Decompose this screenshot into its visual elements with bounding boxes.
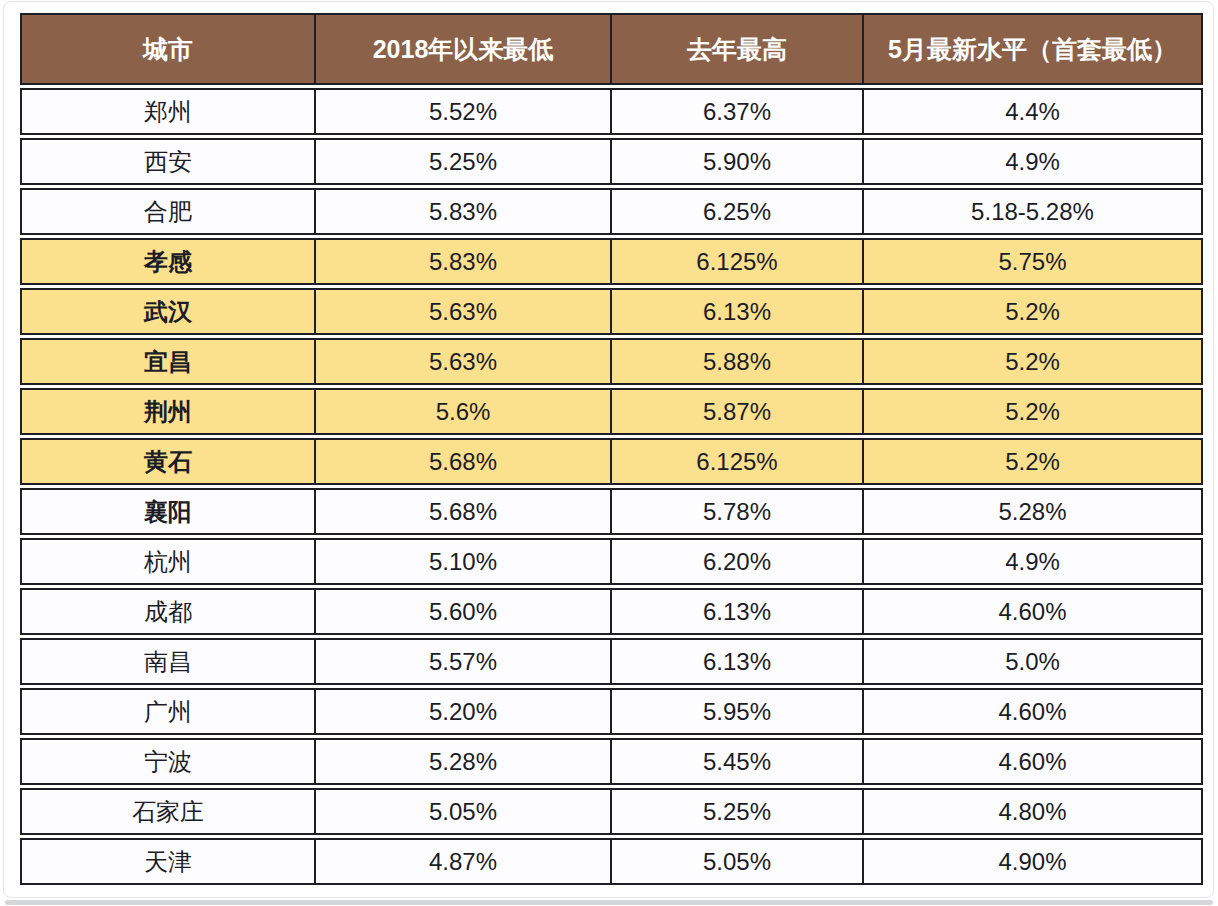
table-row: 杭州 5.10% 6.20% 4.9% xyxy=(20,538,1203,585)
cell-city: 石家庄 xyxy=(22,790,314,833)
cell-city: 荆州 xyxy=(22,390,314,433)
cell-lowest-since-2018: 5.57% xyxy=(314,640,610,683)
cell-city: 宁波 xyxy=(22,740,314,783)
table-row: 天津 4.87% 5.05% 4.90% xyxy=(20,838,1203,885)
table-row: 广州 5.20% 5.95% 4.60% xyxy=(20,688,1203,735)
cell-lowest-since-2018: 5.25% xyxy=(314,140,610,183)
cell-lowest-since-2018: 5.05% xyxy=(314,790,610,833)
cell-city: 西安 xyxy=(22,140,314,183)
table-body: 郑州 5.52% 6.37% 4.4% 西安 5.25% 5.90% 4.9% … xyxy=(20,88,1203,885)
cell-may-level: 5.75% xyxy=(862,240,1201,283)
cell-may-level: 4.60% xyxy=(862,740,1201,783)
cell-city: 成都 xyxy=(22,590,314,633)
cell-last-year-high: 5.05% xyxy=(610,840,862,883)
table-row: 合肥 5.83% 6.25% 5.18-5.28% xyxy=(20,188,1203,235)
cell-lowest-since-2018: 5.63% xyxy=(314,340,610,383)
cell-may-level: 4.60% xyxy=(862,690,1201,733)
cell-may-level: 5.2% xyxy=(862,440,1201,483)
cell-city: 杭州 xyxy=(22,540,314,583)
cell-may-level: 5.2% xyxy=(862,390,1201,433)
cell-last-year-high: 6.125% xyxy=(610,240,862,283)
cell-last-year-high: 5.25% xyxy=(610,790,862,833)
cell-city: 合肥 xyxy=(22,190,314,233)
table-row: 南昌 5.57% 6.13% 5.0% xyxy=(20,638,1203,685)
cell-lowest-since-2018: 5.20% xyxy=(314,690,610,733)
table-header-row: 城市 2018年以来最低 去年最高 5月最新水平（首套最低） xyxy=(20,13,1203,85)
table-row: 荆州 5.6% 5.87% 5.2% xyxy=(20,388,1203,435)
table-row: 宜昌 5.63% 5.88% 5.2% xyxy=(20,338,1203,385)
cell-lowest-since-2018: 5.60% xyxy=(314,590,610,633)
table-row: 宁波 5.28% 5.45% 4.60% xyxy=(20,738,1203,785)
cell-city: 武汉 xyxy=(22,290,314,333)
cell-may-level: 5.2% xyxy=(862,290,1201,333)
column-header-last-year-high: 去年最高 xyxy=(610,15,862,83)
cell-city: 襄阳 xyxy=(22,490,314,533)
cell-last-year-high: 5.45% xyxy=(610,740,862,783)
cell-city: 天津 xyxy=(22,840,314,883)
cell-may-level: 4.9% xyxy=(862,540,1201,583)
cell-lowest-since-2018: 5.10% xyxy=(314,540,610,583)
table-row: 黄石 5.68% 6.125% 5.2% xyxy=(20,438,1203,485)
cell-lowest-since-2018: 5.63% xyxy=(314,290,610,333)
cell-lowest-since-2018: 5.83% xyxy=(314,190,610,233)
bottom-divider xyxy=(5,900,1213,905)
cell-may-level: 5.18-5.28% xyxy=(862,190,1201,233)
column-header-lowest-since-2018: 2018年以来最低 xyxy=(314,15,610,83)
cell-city: 宜昌 xyxy=(22,340,314,383)
cell-last-year-high: 5.87% xyxy=(610,390,862,433)
table-row: 西安 5.25% 5.90% 4.9% xyxy=(20,138,1203,185)
cell-lowest-since-2018: 4.87% xyxy=(314,840,610,883)
cell-may-level: 4.90% xyxy=(862,840,1201,883)
mortgage-rate-table: 城市 2018年以来最低 去年最高 5月最新水平（首套最低） 郑州 5.52% … xyxy=(20,13,1203,888)
table-row: 孝感 5.83% 6.125% 5.75% xyxy=(20,238,1203,285)
table-row: 郑州 5.52% 6.37% 4.4% xyxy=(20,88,1203,135)
column-header-may-level: 5月最新水平（首套最低） xyxy=(862,15,1201,83)
cell-may-level: 4.4% xyxy=(862,90,1201,133)
cell-lowest-since-2018: 5.83% xyxy=(314,240,610,283)
cell-city: 南昌 xyxy=(22,640,314,683)
cell-last-year-high: 6.25% xyxy=(610,190,862,233)
cell-city: 郑州 xyxy=(22,90,314,133)
cell-last-year-high: 6.37% xyxy=(610,90,862,133)
cell-may-level: 5.2% xyxy=(862,340,1201,383)
cell-last-year-high: 6.13% xyxy=(610,290,862,333)
cell-may-level: 4.60% xyxy=(862,590,1201,633)
cell-last-year-high: 5.95% xyxy=(610,690,862,733)
cell-city: 黄石 xyxy=(22,440,314,483)
table-row: 石家庄 5.05% 5.25% 4.80% xyxy=(20,788,1203,835)
column-header-city: 城市 xyxy=(22,15,314,83)
cell-last-year-high: 6.125% xyxy=(610,440,862,483)
table-row: 襄阳 5.68% 5.78% 5.28% xyxy=(20,488,1203,535)
cell-last-year-high: 6.20% xyxy=(610,540,862,583)
cell-may-level: 5.0% xyxy=(862,640,1201,683)
cell-lowest-since-2018: 5.28% xyxy=(314,740,610,783)
cell-lowest-since-2018: 5.52% xyxy=(314,90,610,133)
cell-lowest-since-2018: 5.6% xyxy=(314,390,610,433)
cell-lowest-since-2018: 5.68% xyxy=(314,440,610,483)
cell-may-level: 4.80% xyxy=(862,790,1201,833)
cell-last-year-high: 6.13% xyxy=(610,590,862,633)
cell-last-year-high: 5.88% xyxy=(610,340,862,383)
cell-last-year-high: 6.13% xyxy=(610,640,862,683)
cell-last-year-high: 5.90% xyxy=(610,140,862,183)
cell-city: 广州 xyxy=(22,690,314,733)
cell-last-year-high: 5.78% xyxy=(610,490,862,533)
table-row: 成都 5.60% 6.13% 4.60% xyxy=(20,588,1203,635)
cell-city: 孝感 xyxy=(22,240,314,283)
table-row: 武汉 5.63% 6.13% 5.2% xyxy=(20,288,1203,335)
cell-may-level: 4.9% xyxy=(862,140,1201,183)
cell-lowest-since-2018: 5.68% xyxy=(314,490,610,533)
cell-may-level: 5.28% xyxy=(862,490,1201,533)
